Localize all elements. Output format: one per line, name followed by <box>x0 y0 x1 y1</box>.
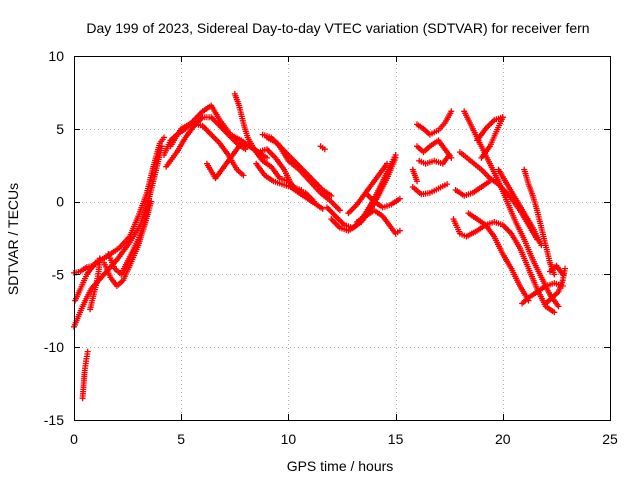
data-point <box>84 348 91 355</box>
plot-frame <box>74 56 611 421</box>
y-tick-label: -5 <box>52 266 65 282</box>
x-tick-label: 5 <box>177 431 185 447</box>
x-tick-label: 0 <box>70 431 78 447</box>
data-point <box>384 160 390 167</box>
y-tick-label: 5 <box>56 121 64 137</box>
data-point <box>499 114 506 121</box>
axis-ticks <box>74 56 611 421</box>
series-track-28 <box>461 108 562 310</box>
series-track-31 <box>452 178 493 199</box>
x-tick-label: 15 <box>388 431 404 447</box>
y-axis-label: SDTVAR / TECUs <box>5 183 21 295</box>
data-point <box>264 154 270 161</box>
y-tick-label: -15 <box>44 412 64 428</box>
x-tick-label: 20 <box>495 431 511 447</box>
data-series <box>71 90 568 402</box>
series-track-38 <box>547 262 566 278</box>
data-point <box>396 195 403 202</box>
data-point <box>321 146 328 153</box>
series-track-30 <box>478 114 506 161</box>
series-track-15 <box>264 134 343 214</box>
x-axis-tick-labels: 0 5 10 15 20 25 <box>70 431 618 447</box>
series-track-23 <box>414 137 455 161</box>
chart-title: Day 199 of 2023, Sidereal Day-to-day VTE… <box>86 20 589 36</box>
data-point <box>562 265 568 272</box>
series-track-13 <box>253 160 326 212</box>
series-track-34 <box>495 166 545 249</box>
data-point <box>143 213 150 220</box>
series-track-37 <box>542 265 568 307</box>
series-track-16 <box>317 143 328 153</box>
series-track-02 <box>72 134 167 304</box>
series-track-25 <box>409 181 451 198</box>
data-point <box>392 152 399 158</box>
series-track-05 <box>79 348 91 402</box>
series-track-24 <box>416 152 453 167</box>
data-point <box>328 192 335 199</box>
data-point <box>396 227 403 234</box>
series-track-20 <box>354 207 403 237</box>
series-track-21 <box>362 189 403 211</box>
data-point <box>336 207 343 214</box>
data-point <box>94 259 101 266</box>
x-axis-label: GPS time / hours <box>287 458 394 474</box>
series-track-04 <box>105 213 150 278</box>
series-track-29 <box>474 114 506 144</box>
series-track-06 <box>87 255 103 313</box>
series-track-22 <box>414 108 455 138</box>
data-point <box>559 271 566 278</box>
series-track-32 <box>465 210 532 304</box>
x-tick-label: 25 <box>602 431 618 447</box>
data-point <box>240 172 247 179</box>
y-axis-tick-labels: -15 -10 -5 0 5 10 <box>44 48 64 428</box>
data-point <box>551 309 558 316</box>
series-track-12 <box>231 90 318 205</box>
series-track-35 <box>521 166 558 278</box>
data-point <box>555 303 562 310</box>
x-tick-label: 10 <box>281 431 297 447</box>
data-point <box>444 181 451 188</box>
y-tick-label: 0 <box>56 194 64 210</box>
data-point <box>161 134 167 141</box>
data-point <box>148 198 155 205</box>
y-tick-label: -10 <box>44 339 64 355</box>
data-point <box>96 255 103 262</box>
series-track-10 <box>167 120 247 179</box>
series-track-26 <box>409 166 420 185</box>
data-point <box>446 152 453 158</box>
data-point <box>414 178 420 185</box>
data-point <box>448 108 455 115</box>
data-point <box>551 271 558 278</box>
data-point <box>486 178 493 185</box>
data-point <box>319 205 326 212</box>
y-tick-label: 10 <box>48 48 64 64</box>
series-track-33 <box>450 216 558 316</box>
